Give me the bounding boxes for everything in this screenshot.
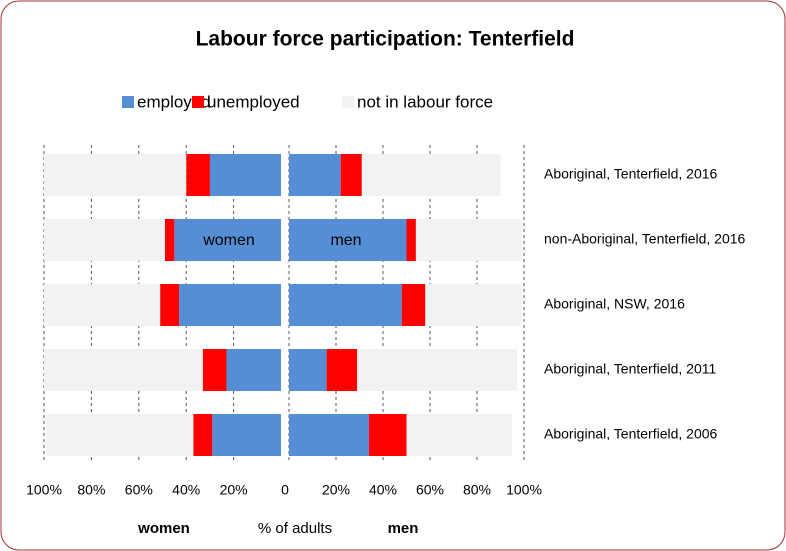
x-tick-label: 40% <box>172 482 200 498</box>
bar-women <box>44 349 203 391</box>
axis-label: % of adults <box>258 520 332 537</box>
bar-men <box>406 219 416 261</box>
axis-label: men <box>388 520 419 537</box>
bar-women <box>202 349 227 391</box>
legend-swatch <box>342 96 354 108</box>
bar-men <box>368 414 407 456</box>
bar-women <box>212 414 281 456</box>
category-label: Aboriginal, Tenterfield, 2016 <box>544 166 718 182</box>
bar-men <box>289 154 341 196</box>
bar-annotation: men <box>330 232 361 249</box>
bar-men <box>289 284 402 326</box>
bar-men <box>289 349 327 391</box>
bar-women <box>179 284 281 326</box>
bar-women <box>226 349 281 391</box>
x-tick-label: 100% <box>506 482 542 498</box>
bar-women <box>186 154 210 196</box>
bar-men <box>289 219 407 261</box>
category-label: Aboriginal, NSW, 2016 <box>544 296 685 312</box>
bar-women <box>209 154 281 196</box>
legend-label: unemployed <box>207 92 300 111</box>
x-tick-label: 20% <box>322 482 350 498</box>
bar-annotation: women <box>202 232 255 249</box>
bar-women <box>164 219 175 261</box>
bar-men <box>357 349 517 391</box>
axis-label: women <box>137 520 190 537</box>
x-tick-label: 40% <box>369 482 397 498</box>
chart-title: Labour force participation: Tenterfield <box>196 28 575 51</box>
x-tick-label: 60% <box>125 482 153 498</box>
x-tick-label: 100% <box>26 482 62 498</box>
bar-men <box>401 284 426 326</box>
bar-men <box>326 349 358 391</box>
x-tick-label: 20% <box>220 482 248 498</box>
bar-men <box>425 284 522 326</box>
bar-men <box>340 154 362 196</box>
category-label: non-Aboriginal, Tenterfield, 2016 <box>544 231 746 247</box>
legend-label: not in labour force <box>357 92 493 111</box>
x-tick-label: 0 <box>281 482 289 498</box>
category-label: Aboriginal, Tenterfield, 2006 <box>544 426 718 442</box>
bar-men <box>406 414 513 456</box>
bar-women <box>193 414 213 456</box>
legend-swatch <box>192 96 204 108</box>
bar-men <box>361 154 501 196</box>
category-label: Aboriginal, Tenterfield, 2011 <box>544 361 716 377</box>
x-tick-label: 60% <box>416 482 444 498</box>
legend-swatch <box>122 96 134 108</box>
bar-women <box>44 284 161 326</box>
bar-men <box>289 414 369 456</box>
bar-women <box>160 284 180 326</box>
bar-women <box>44 219 165 261</box>
bar-women <box>44 154 187 196</box>
x-tick-label: 80% <box>77 482 105 498</box>
x-tick-label: 80% <box>463 482 491 498</box>
bar-men <box>415 219 522 261</box>
bar-women <box>46 414 194 456</box>
bar-women <box>174 219 281 261</box>
